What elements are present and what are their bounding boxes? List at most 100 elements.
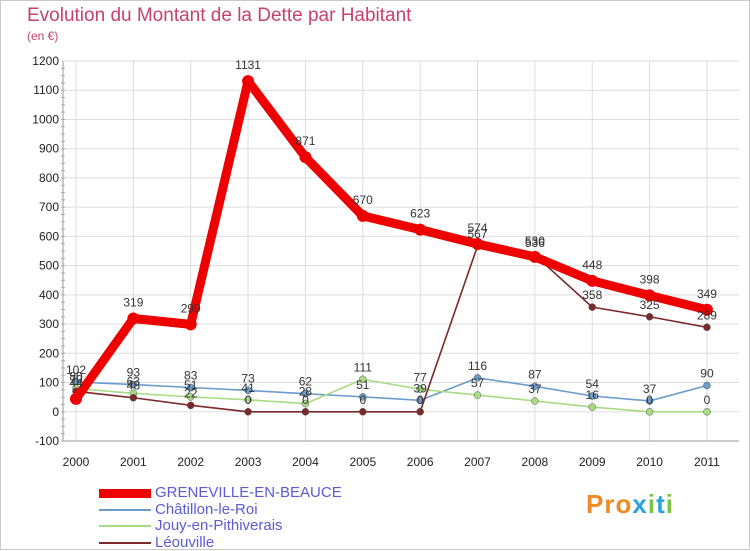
y-tick-label: 300: [39, 317, 59, 331]
x-tick-label: 2008: [522, 455, 549, 469]
data-point: [359, 393, 367, 401]
y-tick-label: 200: [39, 346, 59, 360]
data-label: 567: [468, 227, 488, 241]
data-point: [645, 408, 654, 416]
chart-title: Evolution du Montant de la Dette par Hab…: [27, 5, 412, 26]
data-label: 22: [184, 386, 198, 400]
data-point: [588, 303, 596, 311]
data-label: 398: [640, 272, 660, 286]
data-point: [700, 303, 713, 316]
data-point: [301, 408, 310, 416]
data-label: 0: [417, 393, 424, 407]
data-point: [703, 408, 711, 416]
data-label: 871: [295, 134, 315, 148]
data-label: 0: [302, 393, 309, 407]
logo-letter: i: [647, 489, 657, 519]
data-point: [703, 381, 711, 390]
data-label: 83: [184, 369, 198, 383]
data-point: [586, 274, 599, 287]
data-point: [359, 375, 367, 384]
data-label: 51: [356, 378, 370, 392]
data-label: 63: [127, 374, 141, 388]
data-label: 51: [184, 378, 198, 392]
data-label: 358: [582, 288, 602, 302]
data-label: 37: [528, 382, 542, 396]
data-label: 670: [353, 193, 373, 207]
x-tick-label: 2006: [407, 455, 434, 469]
data-point: [244, 396, 252, 404]
x-tick-label: 2005: [349, 455, 376, 469]
data-point: [301, 389, 310, 398]
data-point: [645, 313, 654, 321]
legend-label: Châtillon-le-Roi: [155, 500, 258, 518]
logo-letter: P: [586, 489, 605, 519]
data-label: 37: [643, 382, 657, 396]
data-label: 70: [69, 372, 83, 386]
data-point: [129, 393, 138, 402]
legend-label: Léouville: [155, 533, 215, 551]
data-label: 102: [66, 363, 86, 377]
logo-letter: i: [665, 489, 674, 519]
x-tick-label: 2009: [579, 455, 606, 469]
data-label: 93: [127, 366, 141, 380]
data-point: [588, 403, 596, 411]
data-point: [127, 312, 140, 325]
data-label: 77: [413, 370, 427, 384]
x-tick-label: 2002: [177, 455, 204, 469]
series-line-Léouville: [75, 245, 708, 413]
data-label: 289: [697, 308, 717, 322]
series-line-GRENEVILLE-EN-BEAUCE: [71, 76, 712, 404]
data-point: [473, 391, 482, 399]
data-point: [359, 408, 367, 416]
y-tick-label: 1100: [33, 83, 59, 97]
y-tick-label: 0: [52, 405, 59, 419]
data-label: 325: [640, 298, 660, 312]
data-label: 73: [241, 371, 255, 385]
x-tick-label: 2004: [292, 455, 319, 469]
data-label: 80: [69, 369, 83, 383]
axes: -100010020030040050060070080090010001100…: [32, 54, 739, 469]
data-point: [643, 289, 656, 302]
data-point: [186, 383, 195, 392]
y-tick-label: 1000: [32, 112, 59, 126]
data-label: 116: [468, 359, 487, 373]
legend-swatch: [99, 488, 151, 498]
data-point: [471, 237, 484, 250]
data-point: [528, 250, 541, 263]
data-label: 62: [299, 375, 313, 389]
data-label: 623: [410, 207, 430, 221]
data-label: 111: [354, 360, 373, 374]
legend-swatch: [99, 525, 151, 527]
data-label: 41: [241, 381, 255, 395]
data-label: 448: [582, 258, 602, 272]
unit-label: (en €): [27, 29, 59, 43]
logo-letter: o: [615, 489, 633, 519]
data-label: 349: [697, 287, 717, 301]
series-line-Jouy-en-Pithiverais: [75, 378, 708, 413]
data-point: [301, 399, 310, 408]
y-tick-label: 500: [39, 259, 59, 273]
data-label: 0: [704, 393, 711, 407]
data-point: [416, 408, 424, 416]
y-tick-label: 700: [39, 200, 59, 214]
y-tick-label: -100: [35, 434, 59, 448]
series-lines: [70, 75, 713, 416]
y-tick-label: 600: [39, 229, 59, 243]
data-label: 574: [468, 221, 488, 235]
data-label: 90: [700, 366, 714, 380]
proxiti-logo: Proxiti: [586, 489, 674, 520]
data-labels: 102 93 83 73 62 51 39 116 87 54 37 90 80 63 51 41 28 111 7…: [66, 58, 717, 407]
data-point: [414, 223, 427, 236]
data-label: 57: [471, 376, 485, 390]
logo-letter: x: [632, 489, 648, 519]
y-tick-label: 800: [39, 171, 59, 185]
data-label: 87: [528, 367, 542, 381]
data-point: [416, 385, 424, 394]
x-tick-label: 2007: [464, 455, 491, 469]
logo-letter: r: [604, 489, 616, 519]
data-point: [186, 393, 195, 401]
data-point: [703, 323, 711, 332]
data-point: [129, 380, 138, 389]
data-point: [356, 209, 369, 222]
